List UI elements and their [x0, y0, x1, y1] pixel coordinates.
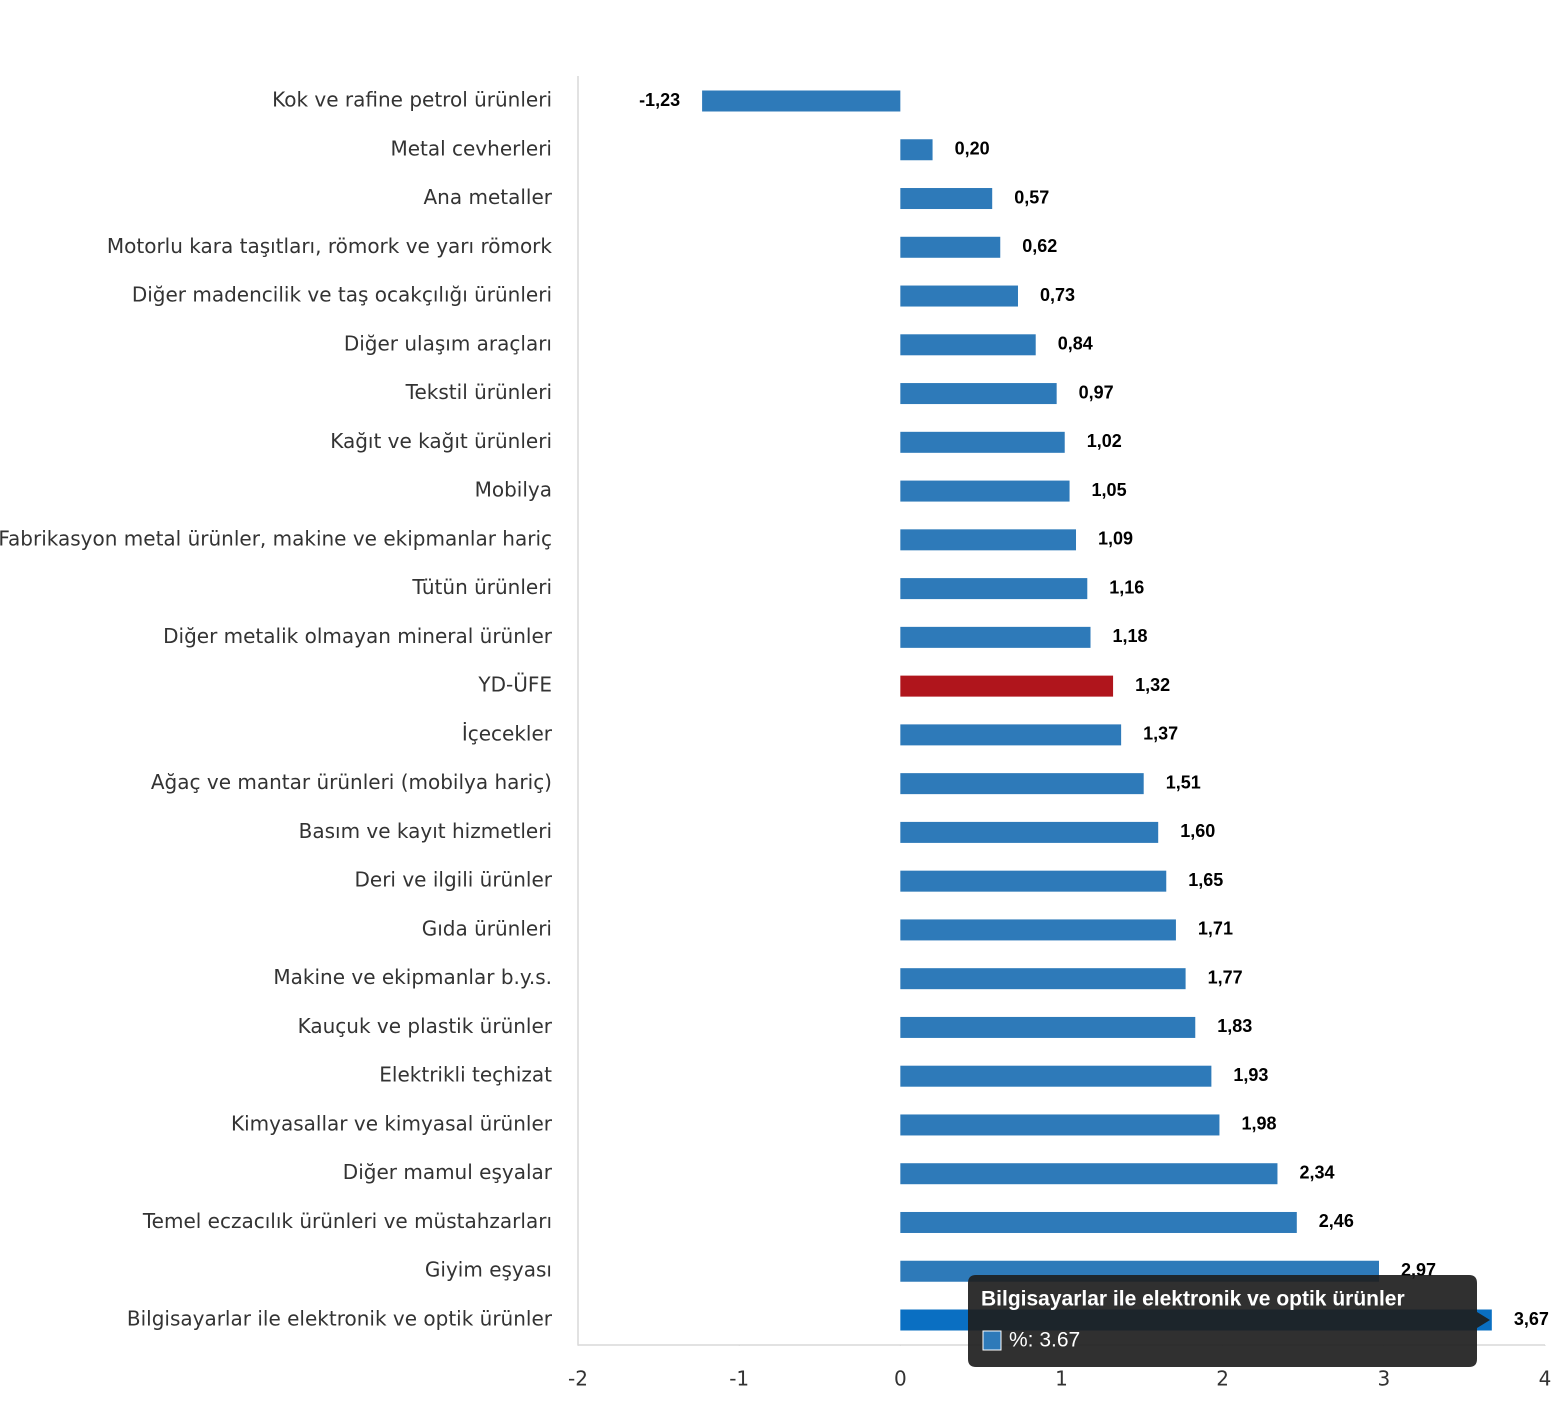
value-label: -1,23 — [639, 90, 680, 110]
bar — [900, 870, 1167, 892]
bar — [900, 773, 1144, 795]
value-label: 2,46 — [1319, 1211, 1354, 1231]
value-label: 2,34 — [1299, 1162, 1334, 1182]
value-label: 0,57 — [1014, 187, 1049, 207]
value-label: 1,32 — [1135, 675, 1170, 695]
bar — [900, 724, 1122, 746]
bar — [900, 1163, 1278, 1185]
x-tick-label: 2 — [1216, 1367, 1229, 1391]
y-tick-label: Kauçuk ve plastik ürünler — [298, 1014, 553, 1038]
y-tick-label: Elektrikli teçhizat — [379, 1063, 552, 1087]
y-tick-label: Diğer mamul eşyalar — [343, 1160, 553, 1184]
value-label: 1,65 — [1188, 870, 1223, 890]
bar — [702, 90, 901, 112]
tooltip-swatch — [982, 1330, 1002, 1351]
y-tick-label: Ağaç ve mantar ürünleri (mobilya hariç) — [151, 770, 552, 794]
y-tick-label: Kağıt ve kağıt ürünleri — [330, 429, 552, 453]
x-tick-label: 3 — [1377, 1367, 1390, 1391]
value-label: 1,09 — [1098, 529, 1133, 549]
bar — [900, 919, 1176, 941]
value-label: 0,62 — [1022, 236, 1057, 256]
value-label: 2,97 — [1401, 1260, 1436, 1280]
bar — [900, 236, 1001, 258]
y-tick-label: Gıda ürünleri — [422, 916, 552, 940]
x-tick-label: 1 — [1055, 1367, 1068, 1391]
y-tick-label: Motorlu kara taşıtları, römork ve yarı r… — [107, 234, 553, 258]
bar — [900, 383, 1057, 405]
bar — [900, 334, 1036, 356]
value-label: 1,77 — [1208, 967, 1243, 987]
y-tick-label: YD-ÜFE — [477, 673, 552, 697]
value-label: 1,16 — [1109, 577, 1144, 597]
value-label: 1,93 — [1233, 1065, 1268, 1085]
y-tick-label: Diğer madencilik ve taş ocakçılığı ürünl… — [132, 283, 552, 307]
value-label: 1,60 — [1180, 821, 1215, 841]
bar — [900, 675, 1114, 697]
y-tick-label: İçecekler — [462, 721, 553, 745]
bar — [900, 1211, 1297, 1233]
x-tick-label: 0 — [894, 1367, 907, 1391]
y-tick-label: Kok ve rafine petrol ürünleri — [272, 88, 552, 112]
tooltip: Bilgisayarlar ile elektronik ve optik ür… — [968, 1275, 1490, 1367]
y-tick-label: Makine ve ekipmanlar b.y.s. — [273, 965, 552, 989]
y-tick-label: Kimyasallar ve kimyasal ürünler — [231, 1111, 553, 1135]
x-tick-label: 4 — [1539, 1367, 1552, 1391]
y-tick-label: Fabrikasyon metal ürünler, makine ve eki… — [0, 526, 552, 550]
y-tick-label: Tekstil ürünleri — [405, 380, 552, 404]
bar — [900, 431, 1065, 453]
x-tick-label: -2 — [568, 1367, 588, 1391]
value-label: 1,02 — [1087, 431, 1122, 451]
value-label: 1,83 — [1217, 1016, 1252, 1036]
bar — [900, 188, 993, 210]
value-label: 1,98 — [1241, 1114, 1276, 1134]
y-tick-label: Deri ve ilgili ürünler — [354, 868, 552, 892]
y-tick-label: Basım ve kayıt hizmetleri — [299, 819, 552, 843]
y-tick-label: Metal cevherleri — [390, 136, 552, 160]
bar — [900, 1016, 1196, 1038]
y-tick-label: Temel eczacılık ürünleri ve müstahzarlar… — [142, 1209, 552, 1233]
value-label: 0,84 — [1058, 334, 1093, 354]
value-label: 1,37 — [1143, 724, 1178, 744]
value-label: 1,51 — [1166, 772, 1201, 792]
y-tick-label: Giyim eşyası — [425, 1258, 552, 1282]
tooltip-title: Bilgisayarlar ile elektronik ve optik ür… — [981, 1288, 1405, 1311]
y-tick-label: Diğer metalik olmayan mineral ürünler — [163, 624, 553, 648]
bar — [900, 480, 1070, 502]
value-label: 0,20 — [955, 139, 990, 159]
tooltip-box — [968, 1275, 1490, 1367]
y-tick-label: Mobilya — [475, 478, 552, 502]
value-label: 1,05 — [1092, 480, 1127, 500]
y-tick-label: Tütün ürünleri — [411, 575, 552, 599]
bar — [900, 285, 1018, 307]
bar — [900, 968, 1186, 990]
y-tick-label: Bilgisayarlar ile elektronik ve optik ür… — [127, 1307, 553, 1331]
bar — [900, 1114, 1220, 1136]
value-label: 1,71 — [1198, 919, 1233, 939]
bar — [900, 626, 1091, 648]
tooltip-text: %: 3.67 — [1009, 1329, 1080, 1352]
value-label: 0,97 — [1079, 382, 1114, 402]
bar — [900, 578, 1088, 600]
bar — [900, 139, 933, 161]
bar — [900, 529, 1077, 551]
x-tick-label: -1 — [729, 1367, 749, 1391]
y-tick-label: Diğer ulaşım araçları — [344, 331, 552, 355]
value-label: 1,18 — [1113, 626, 1148, 646]
value-label: 3,67 — [1514, 1309, 1549, 1329]
value-label: 0,73 — [1040, 285, 1075, 305]
bar — [900, 1065, 1212, 1087]
y-tick-label: Ana metaller — [424, 185, 553, 209]
bar — [900, 821, 1159, 843]
